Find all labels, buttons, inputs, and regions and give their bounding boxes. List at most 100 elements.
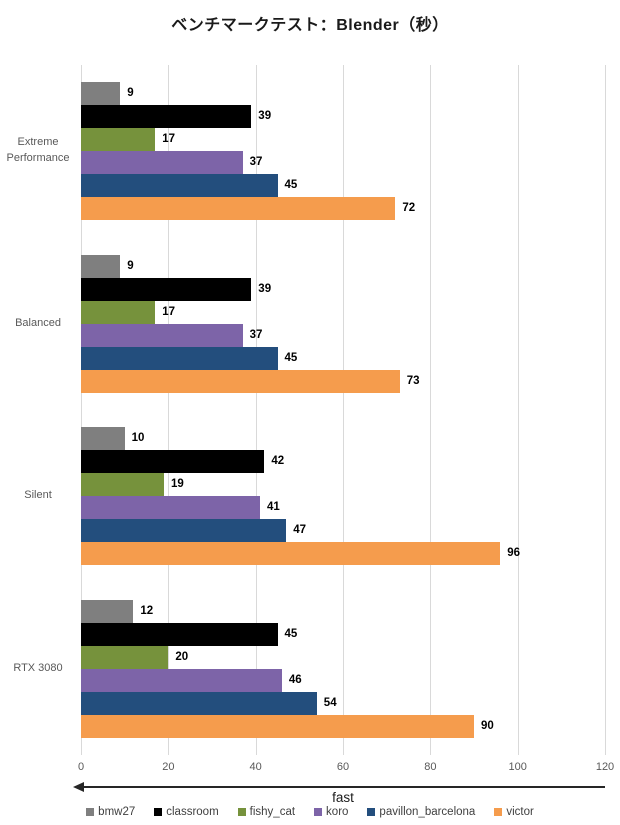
bar-row: 37 (81, 323, 605, 347)
chart-title: ベンチマークテスト：Blender（秒） (171, 17, 449, 34)
bar-row: 46 (81, 668, 605, 692)
bar-row: 10 (81, 427, 605, 451)
bar-koro (81, 668, 282, 692)
legend-label: bmw27 (98, 806, 136, 818)
value-label: 9 (127, 259, 134, 272)
fast-direction-arrow (73, 782, 605, 792)
legend-item-victor: victor (494, 806, 534, 818)
bar-fishy_cat (81, 473, 164, 497)
x-tick-label: 120 (595, 761, 615, 773)
x-tick-label: 0 (77, 761, 85, 773)
value-label: 37 (249, 156, 263, 169)
x-axis-label: fast (332, 790, 354, 805)
value-label: 54 (323, 696, 337, 709)
bar-row: 47 (81, 519, 605, 543)
category-label: Extreme Performance (6, 136, 70, 165)
x-tick-label: 60 (336, 761, 350, 773)
legend-swatch-icon (237, 808, 246, 816)
bar-victor (81, 197, 396, 221)
value-label: 45 (284, 179, 298, 192)
bar-victor (81, 542, 501, 566)
bar-pavillon_barcelona (81, 691, 317, 715)
legend-item-koro: koro (314, 806, 348, 818)
bar-row: 37 (81, 151, 605, 175)
legend-label: koro (326, 806, 349, 818)
category-axis: Extreme Performance Balanced Silent RTX 308… (0, 65, 76, 755)
bar-row: 45 (81, 622, 605, 646)
bar-row: 17 (81, 128, 605, 152)
bar-pavillon_barcelona (81, 346, 278, 370)
legend-item-fishy_cat: fishy_cat (237, 806, 295, 818)
legend-swatch-icon (86, 808, 95, 816)
bar-row: 54 (81, 691, 605, 715)
legend-swatch-icon (367, 808, 376, 816)
bar-pavillon_barcelona (81, 174, 278, 198)
value-label: 46 (288, 673, 302, 686)
legend: bmw27 classroom fishy_cat koro pavillon_barc… (0, 806, 620, 818)
bar-row: 90 (81, 714, 605, 738)
bar-koro (81, 496, 261, 520)
arrow-line (80, 786, 605, 788)
legend-swatch-icon (314, 808, 323, 816)
value-label: 73 (406, 374, 420, 387)
bar-victor (81, 369, 400, 393)
value-label: 90 (481, 719, 494, 732)
legend-label: victor (506, 806, 534, 818)
category-label: RTX 3080 (13, 661, 63, 674)
bar-bmw27 (81, 599, 134, 623)
value-label: 17 (162, 305, 176, 318)
bar-classroom (81, 277, 252, 301)
bar-pavillon_barcelona (81, 519, 287, 543)
value-label: 47 (293, 524, 307, 537)
category-label: Silent (24, 489, 52, 502)
bar-row: 9 (81, 254, 605, 278)
gridline (255, 65, 257, 755)
value-label: 72 (402, 202, 416, 215)
plot-area: 9 39 17 37 45 72 9 39 17 37 45 73 10 42 19 41 47 96 12 45 20… (81, 65, 606, 755)
value-label: 39 (258, 110, 272, 123)
bar-row: 42 (81, 450, 605, 474)
value-label: 17 (162, 133, 176, 146)
value-label: 37 (249, 328, 263, 341)
value-label: 20 (175, 650, 189, 663)
bar-victor (81, 714, 474, 738)
bar-bmw27 (81, 254, 121, 278)
legend-label: classroom (166, 806, 219, 818)
value-label: 19 (170, 478, 184, 491)
value-label: 9 (127, 87, 134, 100)
bar-fishy_cat (81, 645, 169, 669)
bar-row: 39 (81, 277, 605, 301)
bar-classroom (81, 622, 278, 646)
gridline (430, 65, 432, 755)
bar-row: 45 (81, 174, 605, 198)
bar-row: 41 (81, 496, 605, 520)
gridline (517, 65, 519, 755)
bar-row: 20 (81, 645, 605, 669)
x-axis: 0 20 40 60 80 100 120 (0, 761, 620, 775)
value-label: 42 (271, 455, 285, 468)
legend-item-classroom: classroom (154, 806, 219, 818)
value-label: 39 (258, 282, 272, 295)
bar-row: 12 (81, 599, 605, 623)
bar-bmw27 (81, 427, 125, 451)
gridline (81, 65, 82, 755)
bar-koro (81, 323, 243, 347)
legend-item-pavillon_barcelona: pavillon_barcelona (367, 806, 475, 818)
value-label: 96 (507, 547, 520, 560)
bar-row: 73 (81, 369, 605, 393)
value-label: 12 (140, 604, 154, 617)
gridline (343, 65, 344, 755)
value-label: 45 (284, 351, 298, 364)
legend-item-bmw27: bmw27 (86, 806, 135, 818)
x-tick-label: 100 (508, 761, 527, 773)
value-label: 10 (131, 432, 145, 445)
gridline (605, 65, 606, 755)
bar-row: 96 (81, 542, 605, 566)
bar-row: 19 (81, 473, 605, 497)
bar-fishy_cat (81, 300, 156, 324)
bar-row: 17 (81, 300, 605, 324)
bar-koro (81, 151, 243, 175)
value-label: 41 (267, 501, 280, 514)
x-tick-label: 20 (162, 761, 175, 773)
